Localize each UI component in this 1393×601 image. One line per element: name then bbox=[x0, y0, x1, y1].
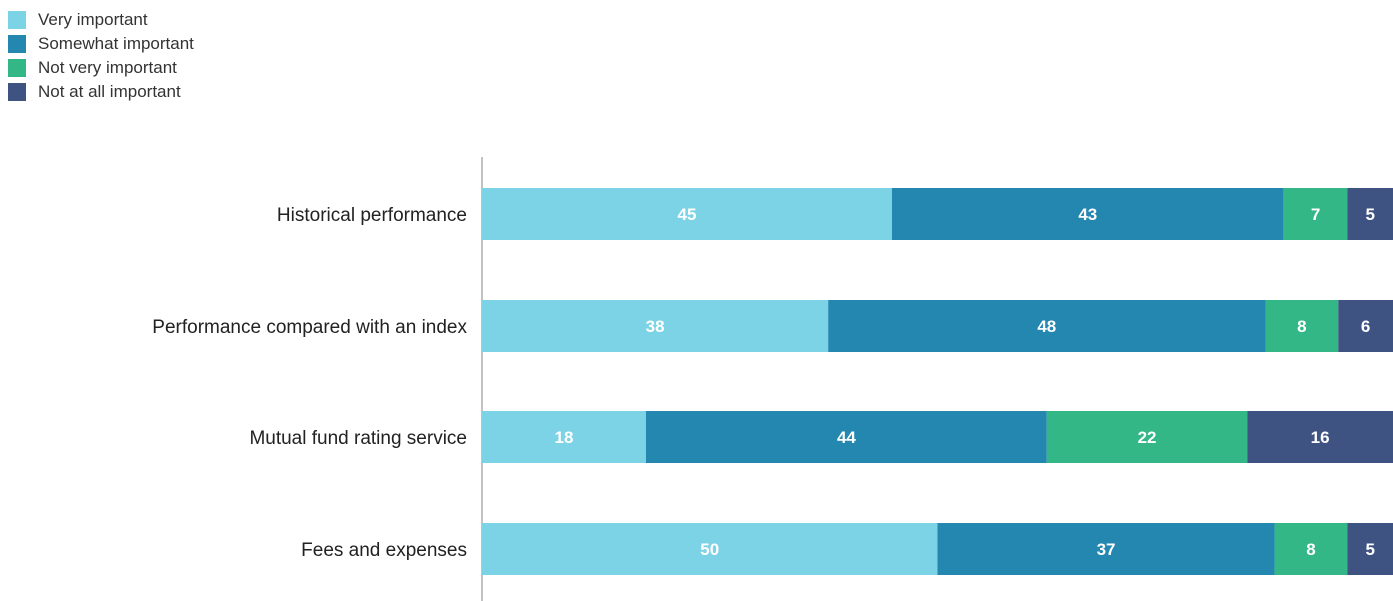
bar-segment bbox=[482, 411, 646, 463]
bar-segment bbox=[1274, 523, 1348, 575]
data-label: 5 bbox=[1365, 205, 1374, 224]
bar-segment bbox=[645, 411, 1047, 463]
bar-segment bbox=[1283, 188, 1348, 240]
bar-segment bbox=[1046, 411, 1248, 463]
category-label: Historical performance bbox=[277, 205, 467, 226]
data-label: 6 bbox=[1361, 317, 1370, 336]
bar-segment bbox=[1347, 188, 1393, 240]
legend-item-not-at-all-important: Not at all important bbox=[8, 80, 194, 104]
data-label: 8 bbox=[1306, 540, 1315, 559]
data-label: 7 bbox=[1311, 205, 1320, 224]
data-label: 22 bbox=[1138, 428, 1157, 447]
bar-segment bbox=[1247, 411, 1393, 463]
legend-item-somewhat-important: Somewhat important bbox=[8, 32, 194, 56]
data-label: 44 bbox=[837, 428, 856, 447]
category-label: Fees and expenses bbox=[301, 540, 467, 561]
data-label: 5 bbox=[1365, 540, 1374, 559]
data-label: 45 bbox=[678, 205, 697, 224]
legend-swatch bbox=[8, 35, 26, 53]
bar-segment bbox=[891, 188, 1284, 240]
bar-segment bbox=[937, 523, 1275, 575]
category-label: Mutual fund rating service bbox=[249, 428, 467, 449]
data-label: 8 bbox=[1297, 317, 1306, 336]
data-label: 50 bbox=[700, 540, 719, 559]
bar-segment bbox=[1347, 523, 1393, 575]
legend-swatch bbox=[8, 11, 26, 29]
bar-segment bbox=[482, 523, 938, 575]
legend-label: Not very important bbox=[38, 58, 177, 77]
data-label: 37 bbox=[1097, 540, 1116, 559]
legend-swatch bbox=[8, 59, 26, 77]
category-label: Performance compared with an index bbox=[152, 317, 467, 338]
legend-label: Very important bbox=[38, 10, 148, 29]
legend-item-not-very-important: Not very important bbox=[8, 56, 194, 80]
data-label: 16 bbox=[1311, 428, 1330, 447]
data-label: 48 bbox=[1037, 317, 1056, 336]
bar-segment bbox=[482, 300, 829, 352]
legend-item-very-important: Very important bbox=[8, 8, 194, 32]
data-label: 38 bbox=[646, 317, 665, 336]
data-label: 43 bbox=[1078, 205, 1097, 224]
legend-swatch bbox=[8, 83, 26, 101]
data-label: 18 bbox=[555, 428, 574, 447]
bar-segment bbox=[1338, 300, 1393, 352]
legend-label: Not at all important bbox=[38, 82, 181, 101]
bar-segment bbox=[482, 188, 892, 240]
bar-segment bbox=[828, 300, 1266, 352]
bar-segment bbox=[1265, 300, 1339, 352]
legend-label: Somewhat important bbox=[38, 34, 194, 53]
legend: Very important Somewhat important Not ve… bbox=[8, 8, 194, 104]
